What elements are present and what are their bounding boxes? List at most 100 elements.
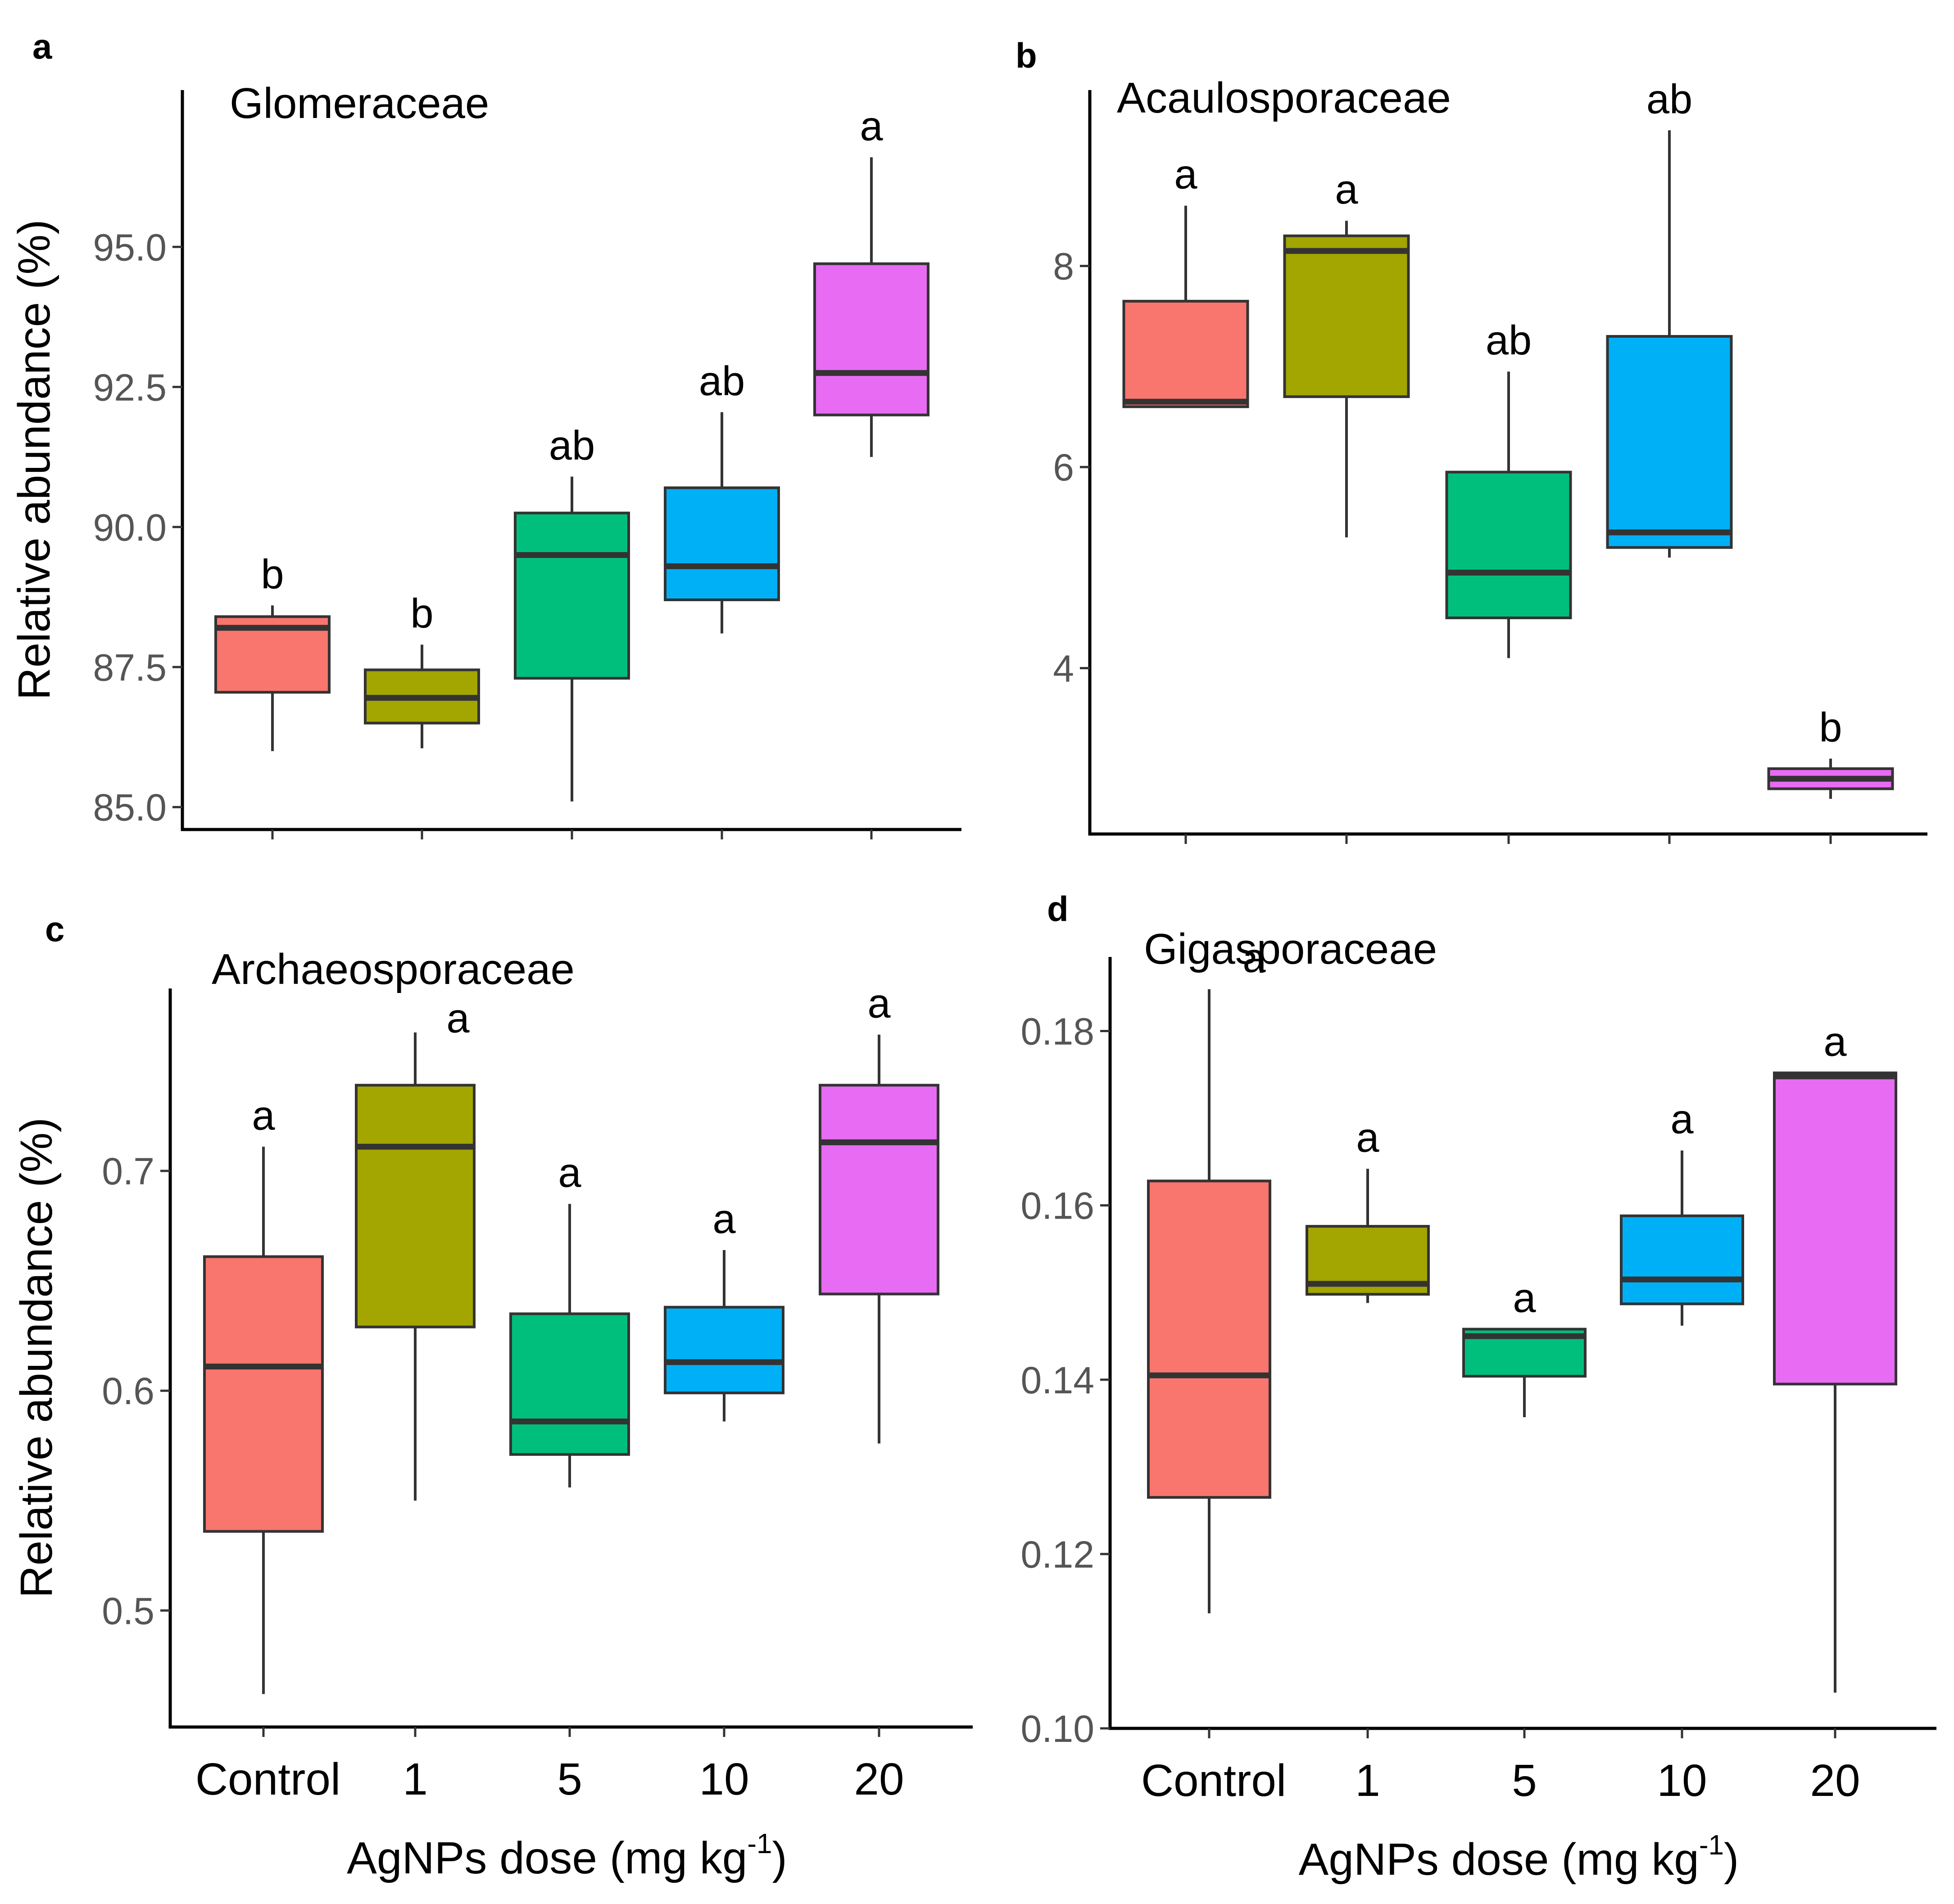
significance-letter: b [261,551,284,597]
box-body [664,486,780,601]
significance-letter: ab [1486,317,1532,363]
x-axis-title: AgNPs dose (mg kg-1) [1299,1830,1739,1885]
box-5: ab [514,422,630,802]
box-10: ab [1606,76,1733,558]
y-tick-label: 8 [1053,245,1074,288]
box-body [1122,299,1249,408]
significance-letter: a [1823,1019,1847,1065]
box-body [514,512,630,680]
y-tick-label: 85.0 [93,786,167,829]
box-20: b [1767,705,1894,799]
panel-a: a Glomeraceae 85.0 87.5 90.0 92.5 95.0 b b ab ab a R… [9,27,961,839]
y-tick-label: 6 [1053,446,1074,489]
box-1: a [1283,167,1410,538]
significance-letter: a [1356,1115,1379,1161]
y-tick-label: 90.0 [93,506,167,549]
panel-c: c Archaeosporaceae 0.5 0.6 0.7 a a a a a Control 1 5… [11,909,973,1883]
box-body [813,262,929,417]
family-title: Glomeraceae [230,79,489,127]
significance-letter: a [1670,1097,1694,1142]
x-tick-label: 5 [557,1754,582,1804]
x-axis-title: AgNPs dose (mg kg-1) [347,1828,787,1883]
box-body [1620,1214,1744,1306]
significance-letter: a [1242,935,1266,981]
box-5: a [509,1150,630,1487]
box-10: ab [664,358,780,634]
x-axis-title-main: AgNPs dose (mg kg [347,1833,747,1883]
x-axis-title-main: AgNPs dose (mg kg [1299,1834,1699,1885]
y-tick-label: 0.14 [1021,1359,1095,1401]
box-5: a [1462,1275,1587,1417]
y-tick-label: 0.12 [1021,1533,1095,1576]
y-tick-label: 0.6 [102,1370,154,1412]
box-1: b [364,591,480,748]
y-tick-label: 0.10 [1021,1708,1095,1750]
x-tick-label: 20 [854,1754,904,1804]
y-axis-title: Relative abundance (%) [11,1117,62,1598]
panel-d: d Gigasporaceae 0.10 0.12 0.14 0.16 0.18 a a a a a C… [1021,889,1936,1885]
significance-letter: ab [699,358,745,404]
significance-letter: a [1174,152,1197,198]
y-tick-label: 4 [1053,648,1074,690]
box-1: a [355,996,476,1501]
y-tick-label: 87.5 [93,646,167,689]
panel-letter: c [45,909,64,949]
box-body [1283,234,1410,398]
box-body [1773,1071,1897,1386]
box-Control: a [1122,152,1249,408]
x-tick-label: Control [195,1754,340,1804]
panel-letter: d [1047,889,1069,929]
y-tick-label: 92.5 [93,366,167,408]
box-Control: a [203,1093,324,1694]
panel-b: b Acaulosporaceae 4 6 8 a a ab ab b [1016,36,1927,844]
y-tick-label: 0.18 [1021,1011,1095,1053]
significance-letter: ab [1646,76,1692,122]
family-title: Gigasporaceae [1144,925,1437,973]
y-tick-label: 95.0 [93,226,167,268]
family-title: Archaeosporaceae [212,945,575,993]
family-title: Acaulosporaceae [1117,74,1451,122]
significance-letter: b [1819,705,1842,751]
x-tick-label: Control [1141,1755,1286,1806]
y-tick-label: 0.7 [102,1150,154,1192]
box-10: a [1620,1097,1744,1326]
x-tick-label: 20 [1810,1755,1860,1806]
significance-letter: ab [549,422,595,468]
box-body [664,1306,784,1395]
y-tick-label: 0.5 [102,1590,154,1632]
box-body [355,1083,476,1328]
box-20: a [813,103,929,457]
box-Control: a [1147,935,1271,1614]
significance-letter: a [1513,1275,1536,1321]
x-axis-title-superscript: -1 [747,1828,772,1859]
x-axis-title-end: ) [1724,1834,1739,1885]
x-tick-label: 10 [1657,1755,1707,1806]
box-10: a [664,1196,784,1422]
panel-letter: b [1016,36,1037,75]
box-body [1147,1179,1271,1499]
y-tick-label: 0.16 [1021,1185,1095,1227]
significance-letter: a [860,103,883,149]
significance-letter: a [867,981,891,1027]
box-body [1445,471,1572,620]
x-tick-label: 10 [699,1754,749,1804]
x-tick-label: 1 [403,1754,428,1804]
y-axis-title: Relative abundance (%) [9,219,59,700]
panel-letter: a [32,27,52,66]
box-5: ab [1445,317,1572,658]
box-1: a [1306,1115,1430,1303]
significance-letter: a [1335,167,1358,213]
x-axis-title-end: ) [772,1833,787,1883]
box-body [819,1083,939,1296]
significance-letter: a [252,1093,275,1138]
box-20: a [1773,1019,1897,1693]
significance-letter: a [446,996,470,1042]
panels: aGlomeraceae85.087.590.092.595.0bbababaR… [9,27,1936,1885]
box-body [1606,335,1733,549]
significance-letter: a [558,1150,581,1196]
x-tick-label: 1 [1355,1755,1380,1806]
significance-letter: a [712,1196,736,1242]
box-body [509,1312,630,1456]
